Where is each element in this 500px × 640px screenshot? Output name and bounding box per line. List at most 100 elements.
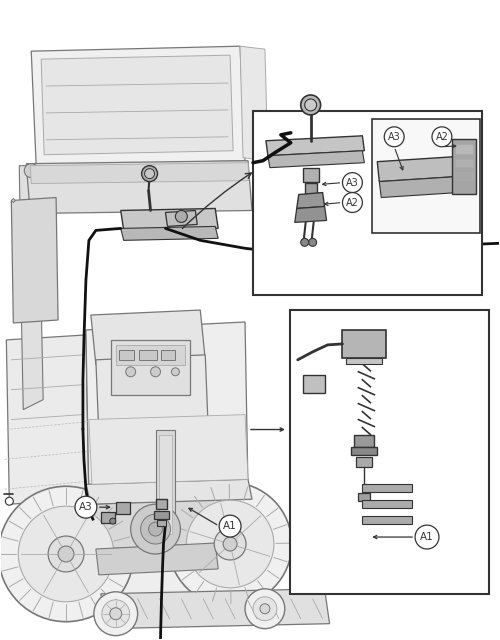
Bar xyxy=(455,159,473,166)
Polygon shape xyxy=(296,193,324,209)
Circle shape xyxy=(48,536,84,572)
Bar xyxy=(156,499,168,509)
Polygon shape xyxy=(89,415,248,484)
Polygon shape xyxy=(26,161,252,214)
Text: A1: A1 xyxy=(223,521,237,531)
Polygon shape xyxy=(101,589,330,628)
Circle shape xyxy=(0,486,134,621)
Polygon shape xyxy=(380,175,474,198)
Circle shape xyxy=(342,193,362,212)
Polygon shape xyxy=(86,479,252,504)
Circle shape xyxy=(75,496,97,518)
Polygon shape xyxy=(120,209,218,230)
Polygon shape xyxy=(96,543,218,575)
Polygon shape xyxy=(378,156,472,182)
Polygon shape xyxy=(6,335,89,504)
Circle shape xyxy=(186,500,274,588)
Bar xyxy=(362,500,412,508)
Circle shape xyxy=(94,592,138,636)
Text: A2: A2 xyxy=(436,132,448,142)
Bar xyxy=(342,330,386,358)
Text: A3: A3 xyxy=(388,132,400,142)
Bar xyxy=(118,350,134,360)
Polygon shape xyxy=(12,198,58,323)
Circle shape xyxy=(150,367,160,377)
Bar xyxy=(138,350,156,360)
Bar xyxy=(158,435,172,534)
Bar xyxy=(362,516,412,524)
Bar xyxy=(354,435,374,447)
Bar xyxy=(346,358,382,364)
Polygon shape xyxy=(96,355,208,435)
Polygon shape xyxy=(268,151,364,168)
Polygon shape xyxy=(91,499,225,549)
Circle shape xyxy=(253,596,277,621)
Bar xyxy=(154,511,170,519)
Circle shape xyxy=(6,497,14,505)
Circle shape xyxy=(144,169,154,179)
Bar xyxy=(302,375,324,393)
Circle shape xyxy=(24,164,38,178)
Bar xyxy=(156,520,166,526)
Circle shape xyxy=(219,515,241,537)
Bar xyxy=(455,144,473,154)
Bar xyxy=(111,340,190,395)
Circle shape xyxy=(308,238,316,246)
Text: A3: A3 xyxy=(79,502,93,512)
Bar xyxy=(116,345,186,365)
Circle shape xyxy=(260,604,270,614)
Bar xyxy=(101,512,115,523)
Text: A2: A2 xyxy=(346,198,359,207)
Bar xyxy=(352,447,378,456)
Bar xyxy=(160,350,176,360)
Text: A1: A1 xyxy=(420,532,434,542)
Circle shape xyxy=(342,173,362,193)
Polygon shape xyxy=(240,46,268,161)
Circle shape xyxy=(130,504,180,554)
Polygon shape xyxy=(22,300,43,410)
Circle shape xyxy=(18,506,114,602)
Bar xyxy=(356,458,372,467)
Circle shape xyxy=(415,525,439,549)
Polygon shape xyxy=(120,227,218,241)
Circle shape xyxy=(214,528,246,560)
Circle shape xyxy=(300,238,308,246)
Polygon shape xyxy=(91,310,206,365)
Bar xyxy=(372,119,480,234)
Bar xyxy=(156,429,176,539)
Circle shape xyxy=(110,608,122,620)
Bar xyxy=(455,172,473,180)
Circle shape xyxy=(142,166,158,182)
Circle shape xyxy=(148,522,162,536)
Polygon shape xyxy=(295,207,326,223)
Bar xyxy=(116,502,130,514)
Polygon shape xyxy=(12,198,16,202)
Circle shape xyxy=(126,367,136,377)
Bar xyxy=(253,111,482,295)
Circle shape xyxy=(300,95,320,115)
Circle shape xyxy=(384,127,404,147)
Circle shape xyxy=(168,483,292,605)
Bar xyxy=(302,168,318,182)
Polygon shape xyxy=(166,211,198,227)
Polygon shape xyxy=(86,322,248,497)
Text: A3: A3 xyxy=(346,177,359,188)
Polygon shape xyxy=(86,484,252,604)
Circle shape xyxy=(140,514,170,544)
Polygon shape xyxy=(266,136,364,156)
Circle shape xyxy=(304,99,316,111)
Circle shape xyxy=(176,211,188,223)
Circle shape xyxy=(223,537,237,551)
Bar xyxy=(290,310,488,594)
Polygon shape xyxy=(41,55,233,155)
Circle shape xyxy=(245,589,285,628)
Circle shape xyxy=(110,518,116,524)
Circle shape xyxy=(172,368,179,376)
Bar xyxy=(452,139,475,193)
Circle shape xyxy=(432,127,452,147)
Circle shape xyxy=(58,546,74,562)
Bar xyxy=(362,484,412,492)
Bar xyxy=(304,182,316,195)
Circle shape xyxy=(102,600,130,628)
Bar xyxy=(358,493,370,501)
